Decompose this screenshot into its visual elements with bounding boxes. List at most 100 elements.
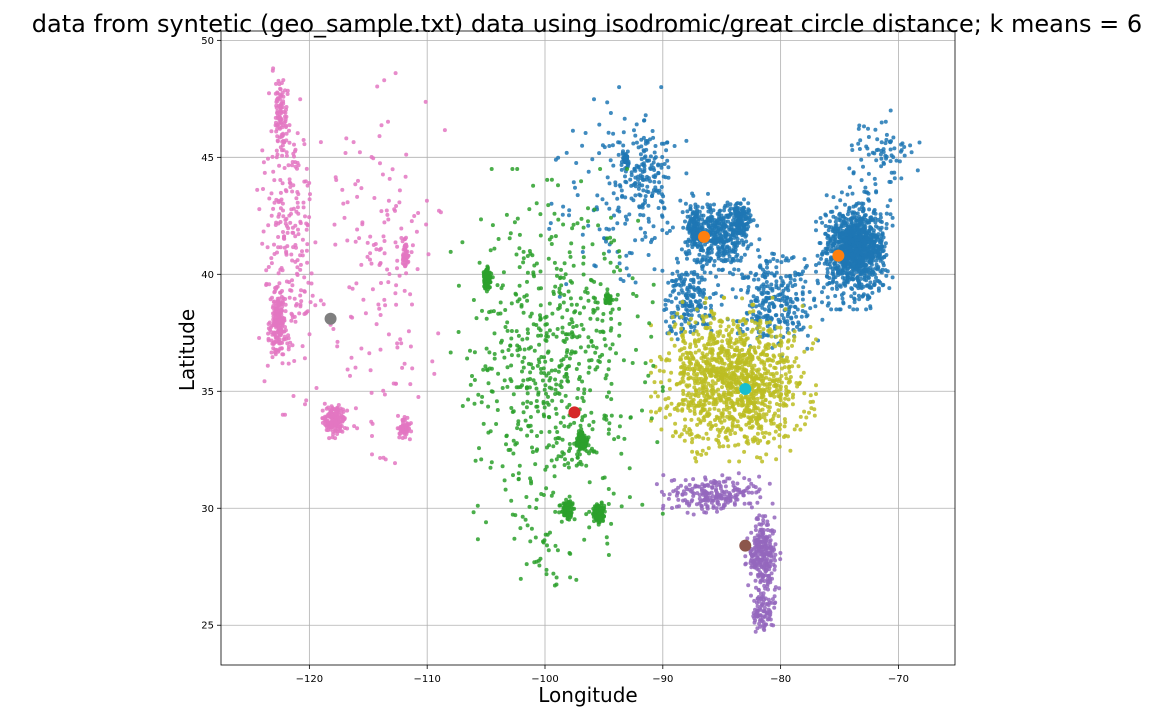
data-point [799,314,804,319]
data-point [751,395,756,400]
data-point [776,414,781,419]
data-point [689,316,694,321]
data-point [733,203,738,208]
data-point [643,230,647,235]
data-point [695,241,700,246]
data-point [832,261,837,266]
data-point [617,424,622,429]
data-point [727,246,732,251]
data-point [691,331,696,336]
data-point [681,361,686,366]
data-point [629,173,634,178]
data-point [693,205,698,210]
data-point [602,509,607,514]
data-point [676,497,681,502]
data-point [825,270,830,275]
data-point [733,431,738,436]
data-point [696,417,701,422]
data-point [820,252,825,257]
data-point [794,423,799,428]
data-point [689,270,694,275]
data-point [723,484,728,489]
data-point [771,257,776,261]
data-point [863,224,868,229]
data-point [622,116,627,121]
data-point [808,393,813,398]
data-point [871,218,876,223]
data-point [713,423,718,428]
data-point [740,364,745,369]
data-point [599,500,604,505]
data-point [700,264,704,269]
data-point [679,365,683,370]
data-point [764,558,769,563]
data-point [762,605,767,610]
data-point [723,479,728,484]
data-point [748,571,753,576]
data-point [607,181,612,186]
data-point [864,236,869,241]
data-point [754,382,759,387]
data-point [629,251,634,256]
data-point [692,227,697,232]
data-point [649,394,653,399]
data-point [679,279,684,284]
data-point [777,403,782,407]
data-point [840,268,845,273]
data-point [730,364,735,369]
data-point [624,217,629,222]
data-point [659,427,664,432]
data-point [595,193,600,198]
data-point [836,270,841,275]
data-point [764,353,769,358]
data-point [734,337,739,342]
data-point [688,408,693,413]
data-point [528,370,533,375]
data-point [697,292,702,297]
data-point [757,618,762,623]
data-point [643,234,648,239]
data-point [692,242,697,246]
data-point [689,432,694,436]
data-point [767,409,771,413]
data-point [844,256,848,261]
data-point [697,377,702,381]
data-point [690,304,695,309]
data-point [676,306,681,311]
data-point [707,325,712,330]
data-point [553,368,558,373]
data-point [488,248,493,253]
data-point [764,382,769,387]
data-point [573,185,577,190]
data-point [786,283,790,288]
data-point [711,337,716,341]
data-point [663,415,668,420]
data-point [743,554,748,559]
data-point [721,259,726,264]
data-point [650,191,655,196]
data-point [713,418,717,422]
data-point [766,346,771,350]
data-point [746,285,751,289]
data-point [582,444,587,449]
data-point [790,395,795,400]
data-point [557,503,562,508]
data-point [859,178,864,183]
data-point [733,443,738,448]
data-point [863,253,868,258]
data-point [732,353,737,357]
data-point [696,403,701,408]
data-point [862,244,867,249]
data-point [679,347,684,352]
data-point [888,108,893,113]
data-point [719,319,724,324]
data-point [783,286,788,291]
data-point [758,334,762,339]
data-point [615,221,620,226]
data-point [752,376,757,381]
data-point [758,495,763,500]
data-point [653,173,658,178]
data-point [879,164,884,169]
data-point [534,399,539,403]
data-point [839,190,844,195]
